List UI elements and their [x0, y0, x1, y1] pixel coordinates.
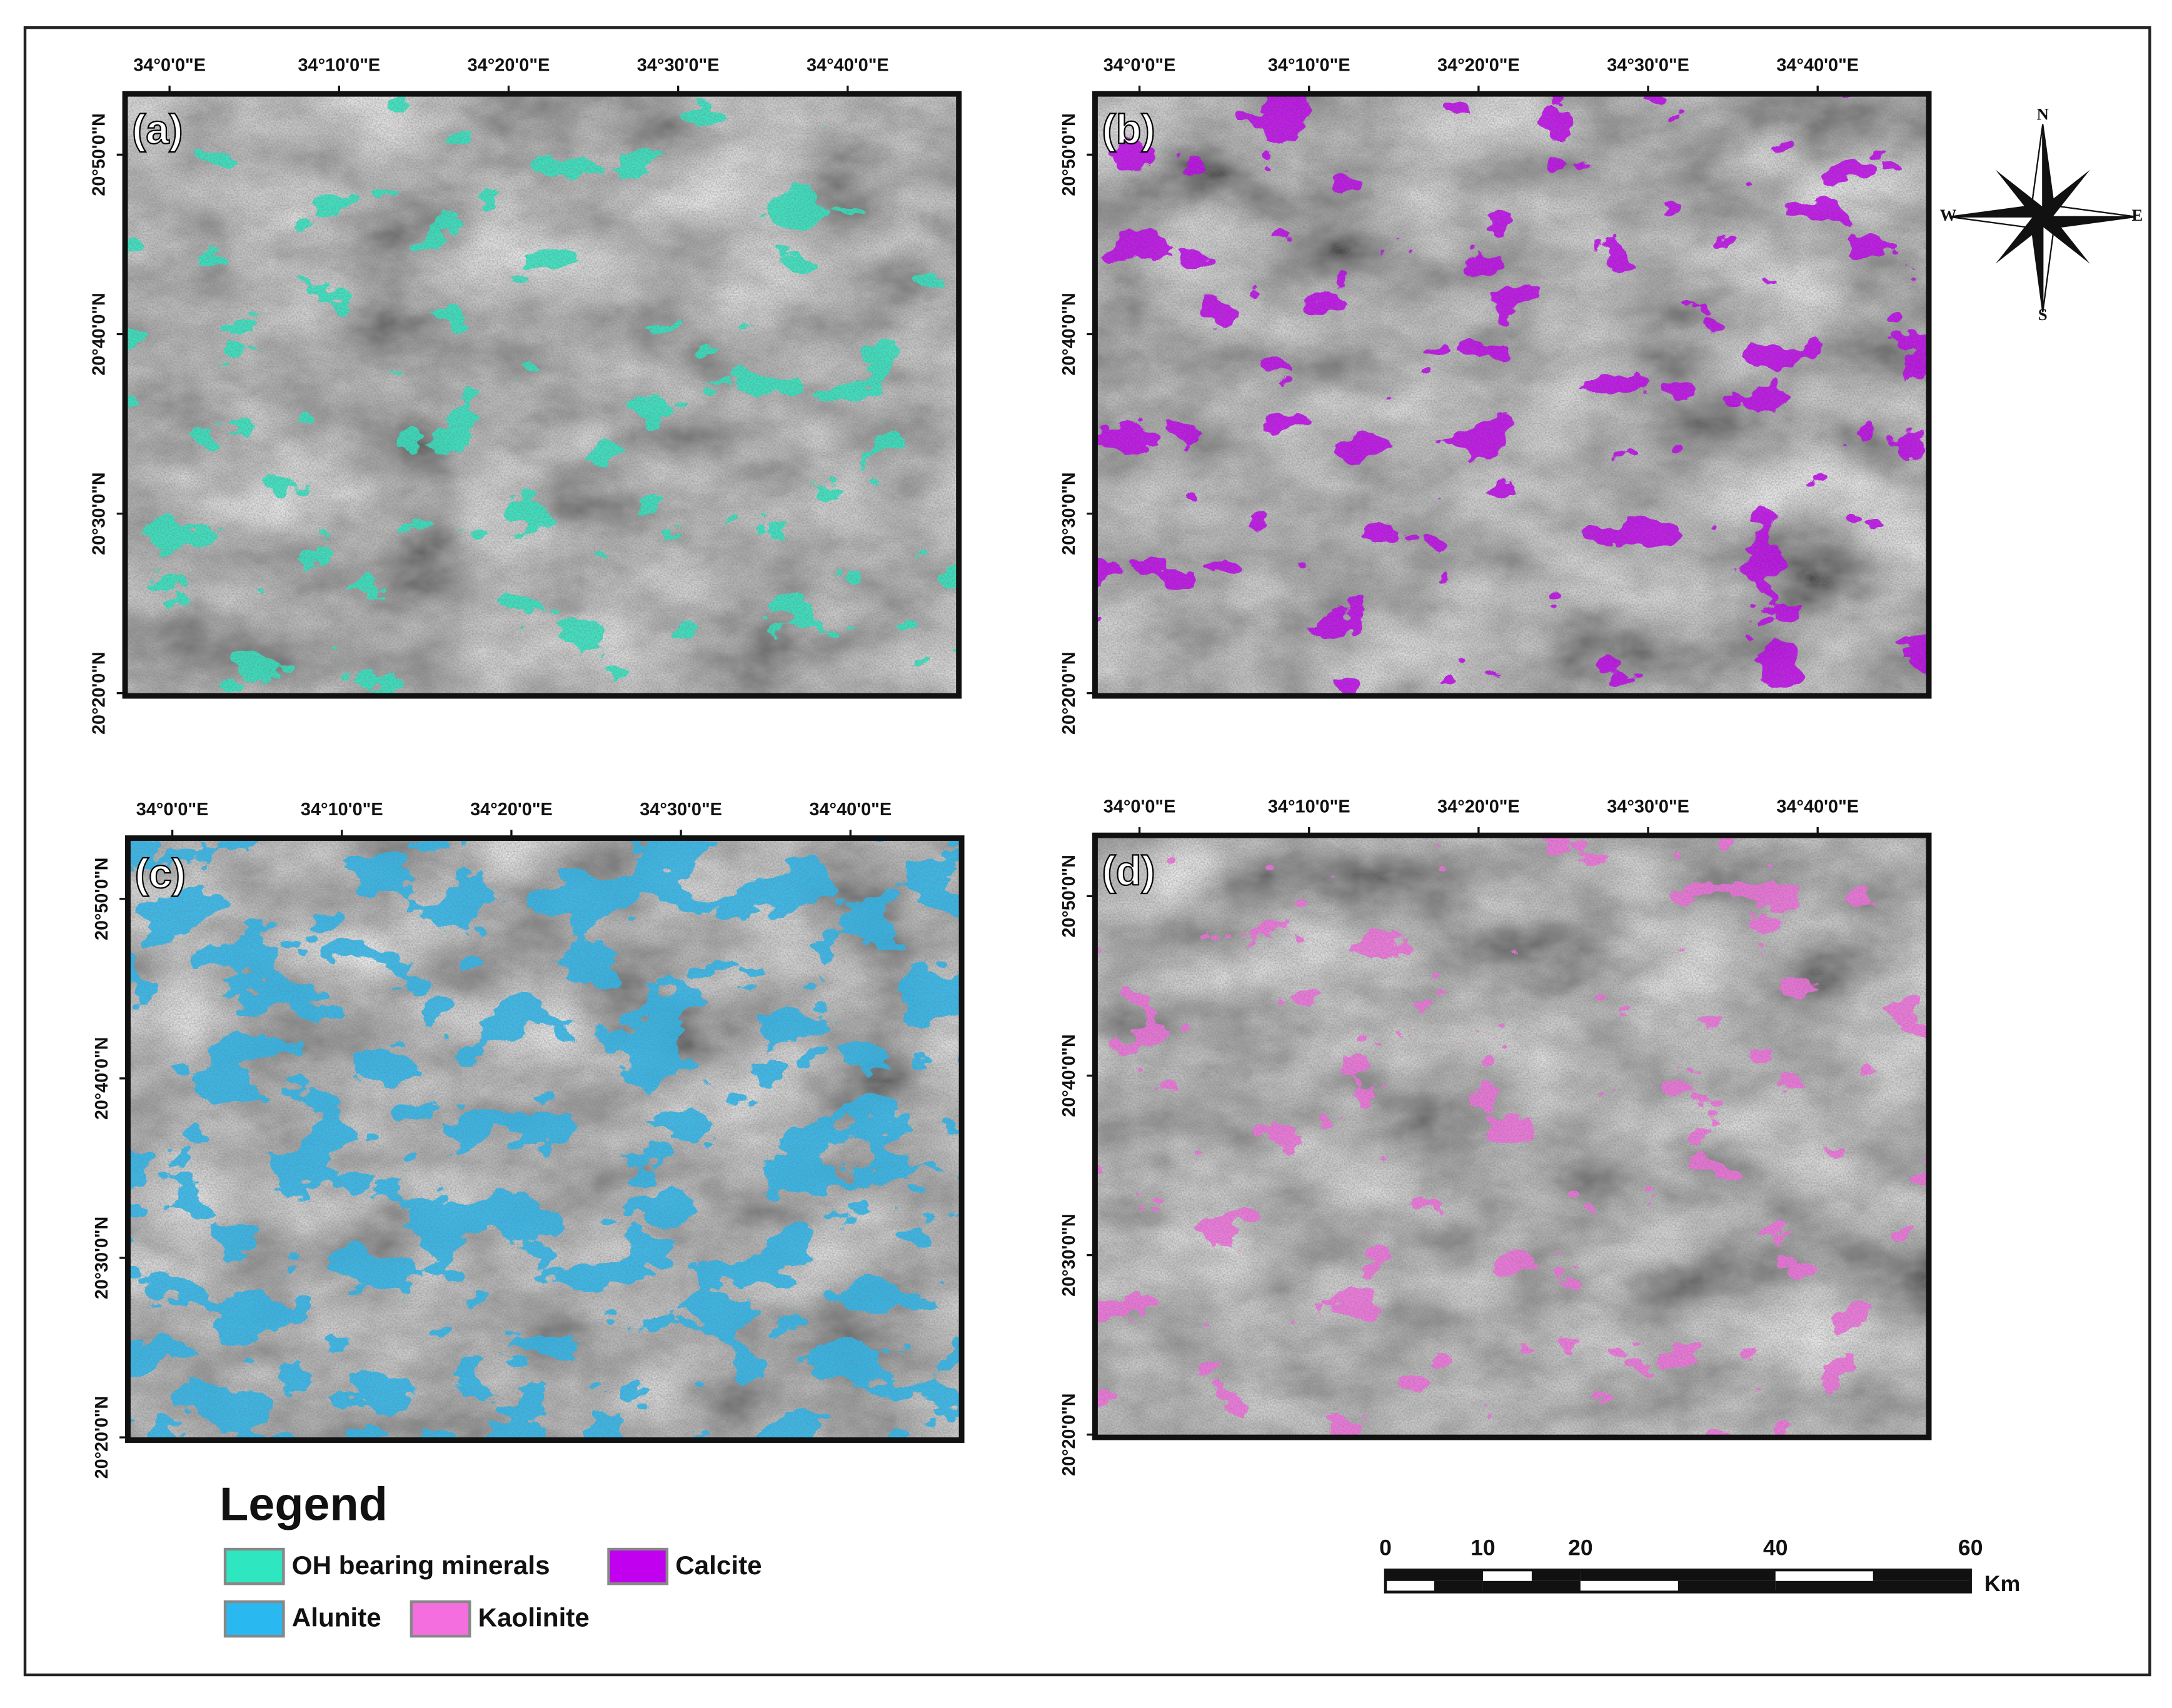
compass-letter: N	[2037, 105, 2049, 124]
map-frame	[122, 91, 962, 699]
y-tick-label: 20°30'0"N	[89, 472, 109, 555]
y-tick-label: 20°20'0"N	[92, 1396, 112, 1479]
legend-label: Alunite	[292, 1603, 381, 1632]
legend-swatch	[223, 1547, 285, 1585]
scale-segment	[1873, 1570, 1971, 1581]
y-tick-label: 20°20'0"N	[1059, 651, 1079, 734]
x-tick-label: 34°30'0"E	[640, 800, 722, 820]
scale-segment	[1482, 1580, 1581, 1592]
panel-label: (b)	[1102, 107, 1155, 153]
scale-segment	[1775, 1580, 1971, 1592]
scale-label: 10	[1471, 1535, 1496, 1560]
scale-segment	[1531, 1570, 1581, 1581]
x-tick-label: 34°0'0"E	[136, 800, 209, 820]
x-tick-label: 34°0'0"E	[1104, 56, 1176, 76]
panel-label: (a)	[132, 107, 183, 153]
scale-segment	[1677, 1580, 1776, 1592]
map-frame	[1092, 91, 1932, 699]
y-tick-label: 20°30'0"N	[92, 1217, 112, 1299]
scale-unit: Km	[1984, 1571, 2020, 1596]
y-tick-label: 20°40'0"N	[1059, 1034, 1079, 1117]
map-grain	[1095, 835, 1929, 1438]
y-tick-label: 20°40'0"N	[92, 1037, 112, 1120]
x-tick-label: 34°40'0"E	[1776, 797, 1859, 817]
x-tick-label: 34°40'0"E	[1776, 56, 1859, 76]
y-tick-label: 20°20'0"N	[1059, 1393, 1079, 1475]
y-tick-label: 20°30'0"N	[1059, 1213, 1079, 1296]
y-tick-label: 20°50'0"N	[1059, 855, 1079, 937]
map-grain	[1095, 94, 1929, 696]
compass-letter: W	[1940, 206, 1957, 224]
x-tick-label: 34°0'0"E	[1104, 797, 1176, 817]
north-arrow	[1949, 124, 2136, 313]
x-tick-label: 34°30'0"E	[637, 56, 720, 76]
x-tick-label: 34°10'0"E	[1268, 56, 1350, 76]
scale-label: 0	[1379, 1535, 1392, 1560]
x-tick-label: 34°0'0"E	[133, 56, 206, 76]
scale-segment	[1580, 1570, 1776, 1581]
y-tick-label: 20°20'0"N	[89, 651, 109, 734]
compass-letter: S	[2038, 305, 2048, 324]
x-tick-label: 34°20'0"E	[1437, 797, 1520, 817]
y-tick-label: 20°30'0"N	[1059, 472, 1079, 555]
x-tick-label: 34°40'0"E	[809, 800, 892, 820]
legend-title: Legend	[219, 1478, 388, 1530]
map-frame	[1092, 832, 1932, 1440]
legend-swatch	[410, 1600, 471, 1638]
x-tick-label: 34°20'0"E	[1437, 56, 1520, 76]
x-tick-label: 34°20'0"E	[470, 800, 553, 820]
compass-letter: E	[2132, 206, 2143, 224]
x-tick-label: 34°10'0"E	[298, 56, 380, 76]
scale-segment	[1385, 1570, 1483, 1581]
x-tick-label: 34°40'0"E	[807, 56, 889, 76]
x-tick-label: 34°20'0"E	[468, 56, 550, 76]
x-tick-label: 34°10'0"E	[301, 800, 383, 820]
scale-label: 60	[1958, 1535, 1983, 1560]
y-tick-label: 20°50'0"N	[1059, 113, 1079, 196]
scale-label: 40	[1763, 1535, 1788, 1560]
panel-label: (d)	[1102, 848, 1155, 895]
map-grain	[128, 838, 962, 1440]
scale-segment	[1434, 1580, 1483, 1592]
figure-border	[23, 26, 2151, 1677]
y-tick-label: 20°40'0"N	[89, 293, 109, 375]
y-tick-label: 20°40'0"N	[1059, 293, 1079, 375]
scale-label: 20	[1568, 1535, 1593, 1560]
legend-swatch	[223, 1600, 285, 1638]
legend-label: Kaolinite	[478, 1603, 590, 1632]
map-grain	[125, 94, 959, 696]
map-frame	[125, 835, 965, 1443]
legend-label: OH bearing minerals	[292, 1550, 550, 1580]
y-tick-label: 20°50'0"N	[92, 858, 112, 940]
legend-label: Calcite	[675, 1550, 762, 1580]
y-tick-label: 20°50'0"N	[89, 113, 109, 196]
x-tick-label: 34°30'0"E	[1607, 56, 1689, 76]
x-tick-label: 34°30'0"E	[1607, 797, 1689, 817]
x-tick-label: 34°10'0"E	[1268, 797, 1350, 817]
panel-label: (c)	[135, 851, 186, 897]
legend-swatch	[607, 1547, 669, 1585]
